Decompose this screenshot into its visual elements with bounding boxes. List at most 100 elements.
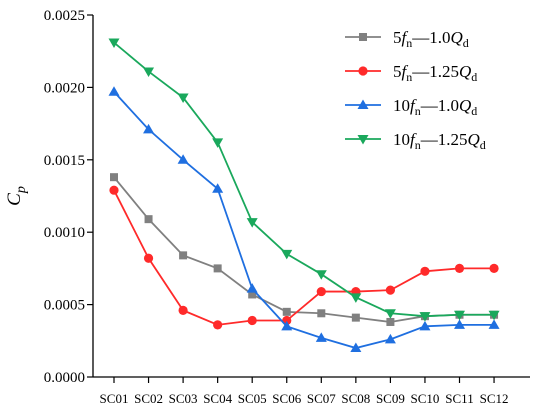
data-point xyxy=(420,266,430,276)
x-tick-label: SC01 xyxy=(100,391,129,406)
legend-label-part: f xyxy=(402,28,409,47)
x-axis-ticks: SC01 SC02 SC03 SC04 SC05 SC06 SC07 SC08 SC09 SC10… xyxy=(100,377,509,406)
data-point xyxy=(488,319,500,329)
x-tick-label: SC09 xyxy=(376,391,405,406)
data-point xyxy=(419,312,431,322)
data-point xyxy=(281,249,293,260)
legend-label-part: f xyxy=(410,130,417,149)
data-point xyxy=(177,154,189,164)
data-point xyxy=(213,264,222,273)
legend-item-4: 10fn—1.25Qd xyxy=(345,130,486,152)
y-axis-title-sub: p xyxy=(14,186,29,194)
x-tick-label: SC04 xyxy=(203,391,232,406)
legend-label-part: —1.25 xyxy=(411,62,459,81)
data-point xyxy=(144,215,153,224)
legend-item-2: 5fn—1.25Qd xyxy=(345,62,477,84)
data-point xyxy=(350,342,362,353)
x-tick-label: SC05 xyxy=(238,391,267,406)
legend-label-part: d xyxy=(480,138,486,152)
series-2 xyxy=(109,185,499,330)
legend-marker xyxy=(357,135,369,145)
legend-label-part: Q xyxy=(450,28,462,47)
data-point xyxy=(419,320,431,331)
y-tick-label: 0.0005 xyxy=(44,298,85,314)
data-point xyxy=(212,138,224,148)
y-tick-label: 0.0010 xyxy=(44,225,85,241)
data-point xyxy=(143,123,155,134)
legend-label-part: f xyxy=(410,96,417,115)
plot-frame xyxy=(92,15,530,378)
legend-label-part: 5 xyxy=(393,62,402,81)
data-point xyxy=(385,285,395,295)
data-point xyxy=(179,251,188,260)
x-tick-label: SC10 xyxy=(410,391,439,406)
legend-label-part: d xyxy=(471,70,477,84)
series-3 xyxy=(108,86,500,353)
legend-label-part: 10 xyxy=(393,96,410,115)
legend-item-3: 10fn—1.0Qd xyxy=(345,96,477,118)
legend-label: 10fn—1.25Qd xyxy=(393,130,486,152)
data-point xyxy=(316,286,326,297)
legend-marker xyxy=(358,66,368,76)
legend-label-part: n xyxy=(406,36,412,50)
data-point xyxy=(315,332,327,342)
data-point xyxy=(281,320,293,331)
data-point xyxy=(247,315,257,326)
data-point xyxy=(143,253,154,263)
x-tick-label: SC02 xyxy=(134,391,163,406)
x-tick-label: SC08 xyxy=(341,391,370,406)
y-tick-label: 0.0000 xyxy=(44,370,85,386)
legend-label-part: Q xyxy=(459,96,471,115)
series-1 xyxy=(110,173,499,326)
data-point xyxy=(246,218,258,228)
y-axis-title: Cp xyxy=(4,186,29,206)
y-tick-label: 0.0020 xyxy=(44,80,85,96)
data-point xyxy=(109,185,119,195)
legend-label-part: —1.0 xyxy=(411,28,450,47)
series-line xyxy=(113,41,495,318)
legend-label-part: 5 xyxy=(393,28,402,47)
y-axis-ticks: 0.0000 0.0005 0.0010 0.0015 0.0020 0.0025 xyxy=(44,8,93,386)
data-point xyxy=(213,320,223,330)
y-tick-label: 0.0025 xyxy=(44,8,85,24)
legend-label-part: f xyxy=(402,62,409,81)
data-point xyxy=(110,173,118,182)
legend-label: 10fn—1.0Qd xyxy=(393,96,477,118)
data-point xyxy=(108,86,120,96)
data-point xyxy=(489,263,499,273)
legend-label-part: d xyxy=(471,104,477,118)
legend-label-part: d xyxy=(463,36,469,50)
data-point xyxy=(212,183,224,193)
data-point xyxy=(317,309,326,318)
data-point xyxy=(282,307,291,316)
x-tick-label: SC11 xyxy=(445,391,473,406)
legend-label: 5fn—1.25Qd xyxy=(393,62,477,84)
series-line xyxy=(113,189,495,326)
legend-label-part: n xyxy=(406,70,412,84)
series-line xyxy=(113,91,495,349)
legend-marker xyxy=(357,99,369,109)
data-point xyxy=(386,317,395,326)
data-point xyxy=(384,309,396,319)
data-point xyxy=(177,93,189,104)
data-point xyxy=(454,310,465,321)
data-point xyxy=(246,283,258,293)
legend-label: 5fn—1.0Qd xyxy=(393,28,469,50)
x-tick-label: SC12 xyxy=(480,391,509,406)
legend-label-part: Q xyxy=(467,130,479,149)
legend-label-part: —1.0 xyxy=(420,96,459,115)
data-point xyxy=(488,310,500,321)
legend-item-1: 5fn—1.0Qd xyxy=(345,28,469,50)
data-point xyxy=(315,270,327,280)
legend-label-part: Q xyxy=(459,62,471,81)
data-point xyxy=(108,38,120,49)
y-axis-title-main: C xyxy=(4,193,25,206)
x-tick-label: SC07 xyxy=(307,391,336,406)
legend-label-part: n xyxy=(415,104,421,118)
series-line xyxy=(113,176,495,323)
data-point xyxy=(454,319,465,329)
data-point xyxy=(384,333,396,344)
legend-label-part: —1.25 xyxy=(420,130,468,149)
